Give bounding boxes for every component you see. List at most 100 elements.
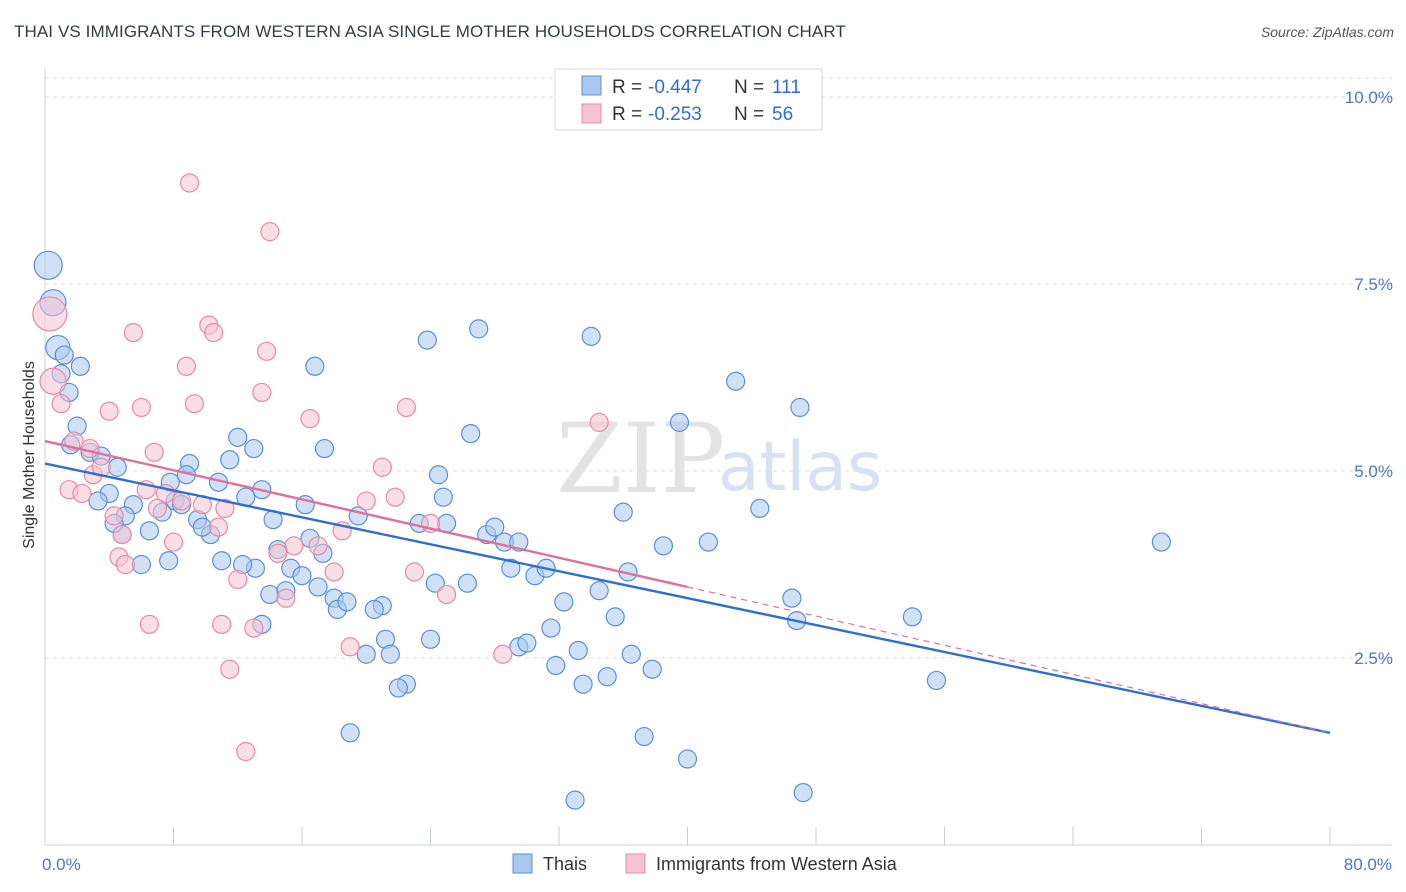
x-tick-label-left: 0.0% [42, 855, 81, 874]
point-thais [605, 607, 625, 627]
point-thais [420, 629, 441, 649]
chart-title: THAI VS IMMIGRANTS FROM WESTERN ASIA SIN… [14, 22, 846, 41]
point-western-asia [163, 532, 184, 552]
point-western-asia [404, 562, 425, 582]
watermark-zip: ZIP [556, 403, 725, 515]
trendline-western-asia [44, 439, 688, 589]
bottom-legend-label-thais: Thais [543, 854, 587, 874]
point-thais [457, 573, 478, 593]
chart-source: Source: ZipAtlas.com [1260, 24, 1394, 40]
point-thais [698, 532, 718, 552]
points-layer [32, 173, 1171, 810]
point-thais [926, 670, 947, 691]
point-western-asia [268, 543, 288, 563]
y-tick-label: 5.0% [1354, 462, 1393, 481]
stats-legend-r-value-thais: -0.447 [648, 77, 702, 98]
point-thais [428, 465, 449, 485]
point-western-asia [72, 483, 92, 504]
point-western-asia [396, 397, 417, 418]
y-axis-label: Single Mother Households [21, 361, 38, 549]
point-thais [573, 674, 593, 694]
watermark: ZIP atlas [556, 403, 882, 515]
point-western-asia [80, 438, 100, 459]
point-thais [192, 517, 213, 537]
point-western-asia [284, 536, 304, 556]
bottom-legend-label-western-asia: Immigrants from Western Asia [656, 854, 898, 874]
point-thais [634, 726, 654, 747]
point-western-asia [139, 614, 160, 634]
point-thais [541, 618, 561, 638]
point-western-asia [131, 397, 151, 418]
point-thais [589, 581, 609, 601]
point-thais [565, 790, 585, 810]
point-thais [308, 577, 328, 597]
point-western-asia [436, 584, 457, 605]
y-tick-label: 2.5% [1354, 649, 1393, 668]
point-thais [260, 584, 280, 605]
point-thais [621, 644, 641, 664]
point-western-asia [244, 618, 264, 638]
point-thais [653, 536, 674, 556]
stats-legend: R = -0.447 N = 111 R = -0.253 N = 56 [554, 68, 823, 131]
point-western-asia [228, 569, 248, 590]
bottom-legend-swatch-western-asia [625, 853, 646, 874]
point-western-asia [123, 323, 143, 343]
point-western-asia [300, 409, 320, 429]
point-western-asia [176, 356, 196, 376]
point-thais [750, 498, 770, 518]
point-thais [726, 371, 746, 391]
point-thais [33, 250, 63, 280]
point-thais [568, 640, 588, 661]
point-thais [340, 723, 360, 743]
point-thais [581, 326, 601, 346]
stats-legend-r-label-thais: R = [612, 77, 642, 98]
point-thais [88, 491, 108, 511]
point-western-asia [215, 498, 235, 518]
point-thais [337, 592, 357, 612]
point-western-asia [260, 222, 280, 242]
point-thais [364, 599, 384, 619]
point-thais [220, 450, 240, 470]
point-thais [244, 438, 264, 459]
x-tick-label-right: 80.0% [1344, 855, 1392, 874]
watermark-atlas: atlas [718, 428, 882, 507]
point-thais [159, 551, 179, 571]
point-western-asia [276, 588, 296, 608]
point-thais [380, 644, 400, 664]
point-thais [546, 655, 566, 676]
point-thais [131, 554, 151, 575]
point-western-asia [212, 614, 232, 634]
point-thais [613, 502, 633, 522]
point-thais [677, 749, 698, 769]
point-western-asia [99, 401, 119, 421]
point-western-asia [589, 412, 609, 432]
point-western-asia [372, 457, 392, 477]
trendline-thais [44, 462, 1331, 734]
point-thais [597, 667, 617, 687]
point-western-asia [257, 341, 277, 361]
point-thais [793, 783, 813, 803]
point-western-asia [236, 741, 256, 762]
trendline-extension-western-asia [687, 586, 1331, 734]
stats-legend-n-label-thais: N = [734, 77, 764, 98]
point-thais [642, 659, 662, 679]
point-thais [54, 345, 74, 365]
point-thais [314, 438, 335, 459]
y-tick-label: 7.5% [1354, 275, 1393, 294]
point-western-asia [115, 554, 135, 575]
point-thais [554, 592, 574, 612]
point-thais [782, 588, 802, 608]
point-western-asia [39, 367, 67, 395]
point-western-asia [356, 491, 376, 511]
point-western-asia [51, 394, 71, 414]
point-western-asia [252, 382, 272, 403]
stats-legend-swatch-thais [581, 75, 602, 96]
stats-legend-n-value-thais: 111 [772, 77, 801, 98]
point-western-asia [112, 524, 132, 545]
point-western-asia [340, 637, 360, 657]
point-western-asia [385, 487, 405, 507]
point-thais [902, 607, 922, 627]
point-thais [1151, 532, 1171, 552]
trend-layer [44, 439, 1331, 734]
